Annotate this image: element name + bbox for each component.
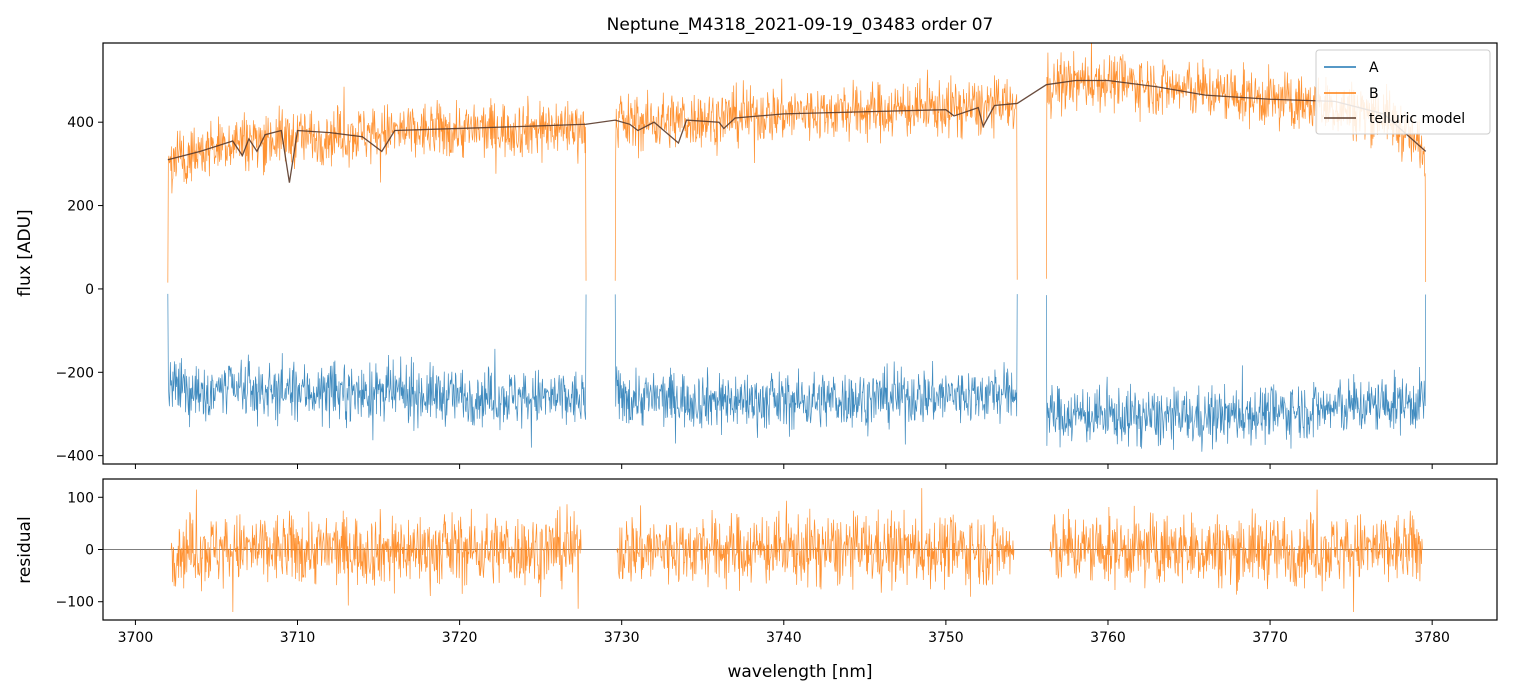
series-b-line [167,86,587,283]
residual-axis-label: residual [15,516,35,583]
series-a-line [1046,294,1427,452]
legend-label-b: B [1369,86,1379,102]
y-tick-label: 200 [67,199,94,215]
series-b-line [614,69,1018,281]
x-tick-label: 3750 [928,630,964,646]
residual-panel: −100 0 100 3700 3710 3720 3730 3740 3750 3760 377… [15,478,1498,682]
x-tick-label: 3780 [1414,630,1450,646]
legend-label-a: A [1369,60,1379,76]
y-tick-label: 0 [85,543,94,559]
x-tick-label: 3730 [604,630,640,646]
legend-box [1315,49,1491,135]
x-tick-label: 3770 [1252,630,1288,646]
flux-panel: −400 −200 0 200 400 flux [ADU] A B telluric … [15,42,1498,469]
y-tick-label: −100 [56,595,94,611]
series-a-line [167,293,587,448]
series-b-line [616,488,1015,597]
series-b-line [170,489,582,613]
y-tick-label: 0 [85,282,94,298]
x-tick-label: 3740 [766,630,802,646]
flux-axis-label: flux [ADU] [15,209,35,296]
x-tick-label: 3700 [118,630,154,646]
y-tick-label: 100 [67,490,94,506]
chart-title: Neptune_M4318_2021-09-19_03483 order 07 [607,15,994,35]
series-b-line [1049,489,1423,613]
series-a-line [614,294,1018,445]
legend: A B telluric model [1315,49,1491,135]
series-telluric-model-line [167,79,1427,183]
y-tick-label: −400 [56,449,94,465]
flux-panel-frame [102,42,1498,465]
legend-label-telluric: telluric model [1369,111,1465,127]
x-tick-label: 3720 [442,630,478,646]
x-tick-label: 3760 [1090,630,1126,646]
y-tick-label: 400 [67,115,94,131]
wavelength-axis-label: wavelength [nm] [727,662,872,682]
y-tick-label: −200 [56,365,94,381]
x-tick-label: 3710 [280,630,316,646]
